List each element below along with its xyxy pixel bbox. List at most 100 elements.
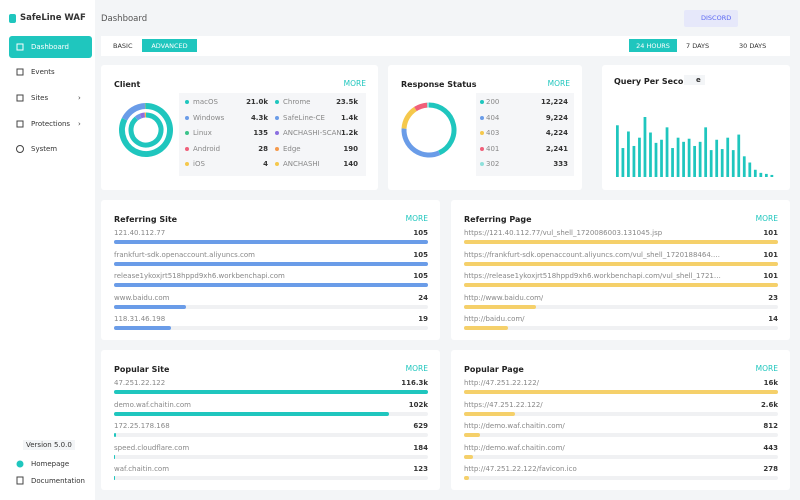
time-range[interactable]: 7 DAYS	[686, 42, 710, 50]
bar-track	[464, 411, 778, 416]
bar	[464, 476, 470, 480]
list-card: Popular Site MORE 47.251.22.122 116.3k demo.…	[101, 350, 440, 490]
brand: SafeLine WAF	[20, 13, 86, 23]
bar	[627, 131, 630, 177]
bar	[715, 139, 719, 177]
row-value: 102k	[408, 400, 428, 409]
nav-item[interactable]: Sites	[31, 94, 49, 102]
more-link[interactable]: MORE	[755, 214, 778, 223]
legend-value: 1.4k	[340, 113, 358, 122]
bar	[464, 326, 508, 330]
bar	[698, 141, 702, 177]
row-name: waf.chaitin.com	[114, 465, 170, 473]
row-value: 23	[768, 293, 778, 302]
donut-segment	[128, 112, 164, 148]
bar-track	[464, 454, 778, 459]
row-value: 105	[413, 229, 428, 237]
bar	[704, 127, 708, 177]
legend-name: SafeLine-CE	[283, 113, 325, 122]
bar	[114, 261, 428, 266]
client-card: Client MORE macOS 21.0k Windows 4.3k Linux 135 A…	[101, 65, 378, 190]
more-link[interactable]: MORE	[343, 79, 366, 88]
donut-segment	[119, 103, 173, 157]
legend-dot	[480, 100, 484, 104]
bar	[720, 149, 724, 177]
card-title: Query Per Second	[614, 77, 695, 86]
bar	[464, 390, 778, 394]
nav-active	[9, 36, 92, 58]
bar	[682, 141, 685, 177]
more-link[interactable]: MORE	[755, 364, 778, 373]
row-name: release1ykoxjrt518hppd9xh6.workbenchapi.…	[114, 272, 285, 280]
icon	[16, 120, 24, 128]
nav-item[interactable]: System	[31, 145, 58, 153]
legend-dot	[480, 146, 484, 151]
row-value: 14	[768, 315, 778, 323]
donut-segment	[428, 102, 457, 156]
donut-segment	[134, 113, 142, 121]
row-name: https://47.251.22.122/	[464, 400, 543, 409]
tab[interactable]: BASIC	[113, 42, 133, 50]
row-name: www.baidu.com	[114, 293, 170, 302]
tab[interactable]: ADVANCED	[142, 39, 197, 52]
row-name: 172.25.178.168	[114, 422, 170, 430]
legend-name: macOS	[193, 98, 218, 106]
card-title: Popular Site	[114, 365, 170, 374]
bar	[665, 127, 669, 177]
time-range[interactable]: 24 HOURS	[629, 39, 677, 52]
bar	[621, 148, 625, 177]
row-name: 118.31.46.198	[114, 315, 166, 323]
nav-item[interactable]: Dashboard	[31, 43, 69, 51]
row-name: http://47.251.22.122/favicon.ico	[464, 465, 577, 473]
row-name: http://demo.waf.chaitin.com/	[464, 443, 565, 452]
time-range[interactable]: 30 DAYS	[739, 42, 767, 50]
discord-button[interactable]: DISCORD	[684, 10, 738, 27]
card-title: Popular Page	[464, 365, 524, 374]
row-name: https://frankfurt-sdk.openaccount.aliyun…	[464, 250, 724, 259]
more-link[interactable]: MORE	[405, 364, 428, 373]
sidebar-link[interactable]: Homepage	[31, 460, 70, 468]
sidebar-link[interactable]: Documentation	[31, 477, 85, 485]
legend-value: 4,224	[545, 129, 568, 137]
legend-name: ANCHASHI	[283, 160, 320, 168]
legend-dot	[275, 162, 279, 166]
row-value: 184	[413, 443, 428, 452]
icon	[16, 460, 24, 468]
row-value: 116.3k	[401, 379, 428, 387]
more-link[interactable]: MORE	[547, 79, 570, 88]
row-value: 24	[418, 293, 428, 302]
card-title: Referring Site	[114, 215, 178, 224]
bar-track	[114, 326, 428, 330]
legend-dot	[185, 162, 189, 166]
legend-dot	[185, 146, 189, 151]
nav-item[interactable]: Protections	[31, 120, 71, 128]
list-card: Referring Page MORE https://121.40.112.77/…	[451, 200, 790, 340]
bar	[464, 283, 778, 287]
bar	[709, 150, 713, 177]
legend-dot	[185, 131, 189, 135]
sidebar	[0, 0, 95, 500]
legend-name: 401	[486, 144, 500, 153]
bar-track	[114, 454, 428, 459]
legend-dot	[275, 100, 279, 104]
bar-track	[114, 304, 428, 309]
row-value: 101	[763, 250, 778, 259]
row-value: 629	[413, 422, 428, 430]
card-title: Client	[114, 80, 141, 89]
legend-dot	[185, 100, 189, 104]
bar-track	[114, 476, 428, 480]
bar	[114, 304, 186, 309]
list-card: Popular Page MORE http://47.251.22.122/16k…	[451, 350, 790, 490]
donut-segment	[121, 103, 146, 121]
nav-item[interactable]: Events	[31, 68, 55, 76]
donut-segment	[401, 128, 441, 158]
bar	[737, 134, 741, 177]
tab-bar	[101, 36, 790, 56]
row-value: 443	[763, 443, 778, 452]
row-name: 121.40.112.77	[114, 229, 166, 237]
bar	[649, 132, 652, 177]
row-name: frankfurt-sdk.openaccount.aliyuncs.com	[114, 250, 255, 259]
legend-name: iOS	[193, 160, 205, 168]
more-link[interactable]: MORE	[405, 214, 428, 223]
